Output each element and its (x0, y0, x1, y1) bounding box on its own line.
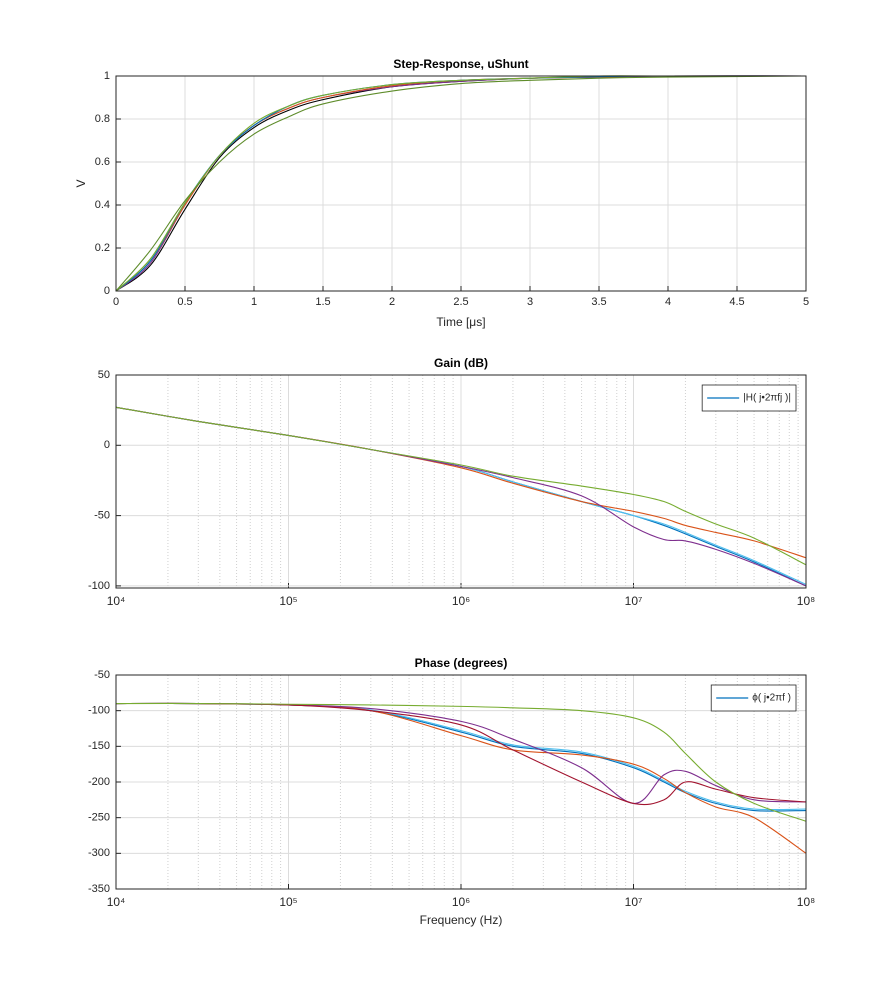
x-tick-label: 10⁴ (107, 594, 126, 608)
x-tick-label: 10⁸ (797, 895, 815, 909)
x-tick-label: 3 (527, 296, 533, 308)
x-tick-label: 4.5 (729, 296, 744, 308)
legend-label: |H( j•2πfj )| (743, 393, 791, 404)
y-tick-label: 1 (104, 70, 110, 82)
axes-box (115, 75, 807, 292)
axes-box (115, 374, 807, 589)
legend: ϕ( j•2πf ) (710, 684, 797, 712)
y-tick-label: -300 (88, 847, 110, 859)
x-tick-label: 0.5 (177, 296, 192, 308)
x-tick-label: 3.5 (591, 296, 606, 308)
y-tick-label: 0.2 (95, 242, 110, 254)
legend-label: ϕ( j•2πf ) (752, 693, 791, 704)
y-tick-label: -50 (94, 669, 110, 681)
y-tick-label: 0 (104, 285, 110, 297)
x-tick-label: 10⁷ (625, 594, 643, 608)
x-tick-label: 10⁶ (452, 895, 470, 909)
x-tick-label: 10⁸ (797, 594, 815, 608)
x-tick-label: 10⁵ (279, 594, 297, 608)
y-tick-label: -150 (88, 740, 110, 752)
x-tick-label: 10⁷ (625, 895, 643, 909)
y-tick-label: 0 (104, 439, 110, 451)
x-tick-label: 4 (665, 296, 671, 308)
x-tick-label: 1 (251, 296, 257, 308)
series-line (115, 75, 807, 292)
x-axis-label: Time [μs] (436, 315, 485, 329)
y-tick-label: -50 (94, 510, 110, 522)
y-tick-label: -250 (88, 812, 110, 824)
chart-title: Gain (dB) (434, 356, 488, 370)
x-tick-label: 10⁵ (279, 895, 297, 909)
y-tick-label: 0.6 (95, 156, 110, 168)
chart-title: Phase (degrees) (415, 656, 508, 670)
x-tick-label: 1.5 (315, 296, 330, 308)
series-line (115, 406, 807, 566)
series-line (115, 702, 807, 822)
y-axis-label: V (74, 179, 88, 187)
x-tick-label: 2 (389, 296, 395, 308)
y-tick-label: 0.4 (95, 199, 110, 211)
x-tick-label: 5 (803, 296, 809, 308)
y-tick-label: -100 (88, 580, 110, 592)
y-tick-label: 50 (98, 369, 110, 381)
x-axis-label: Frequency (Hz) (420, 913, 503, 927)
y-tick-label: -350 (88, 883, 110, 895)
y-tick-label: 0.8 (95, 113, 110, 125)
x-tick-label: 2.5 (453, 296, 468, 308)
legend: |H( j•2πfj )| (701, 384, 797, 412)
x-tick-label: 0 (113, 296, 119, 308)
chart-title: Step-Response, uShunt (393, 57, 528, 71)
y-tick-label: -100 (88, 705, 110, 717)
x-tick-label: 10⁶ (452, 594, 470, 608)
y-tick-label: -200 (88, 776, 110, 788)
axes-box (115, 674, 807, 890)
x-tick-label: 10⁴ (107, 895, 126, 909)
